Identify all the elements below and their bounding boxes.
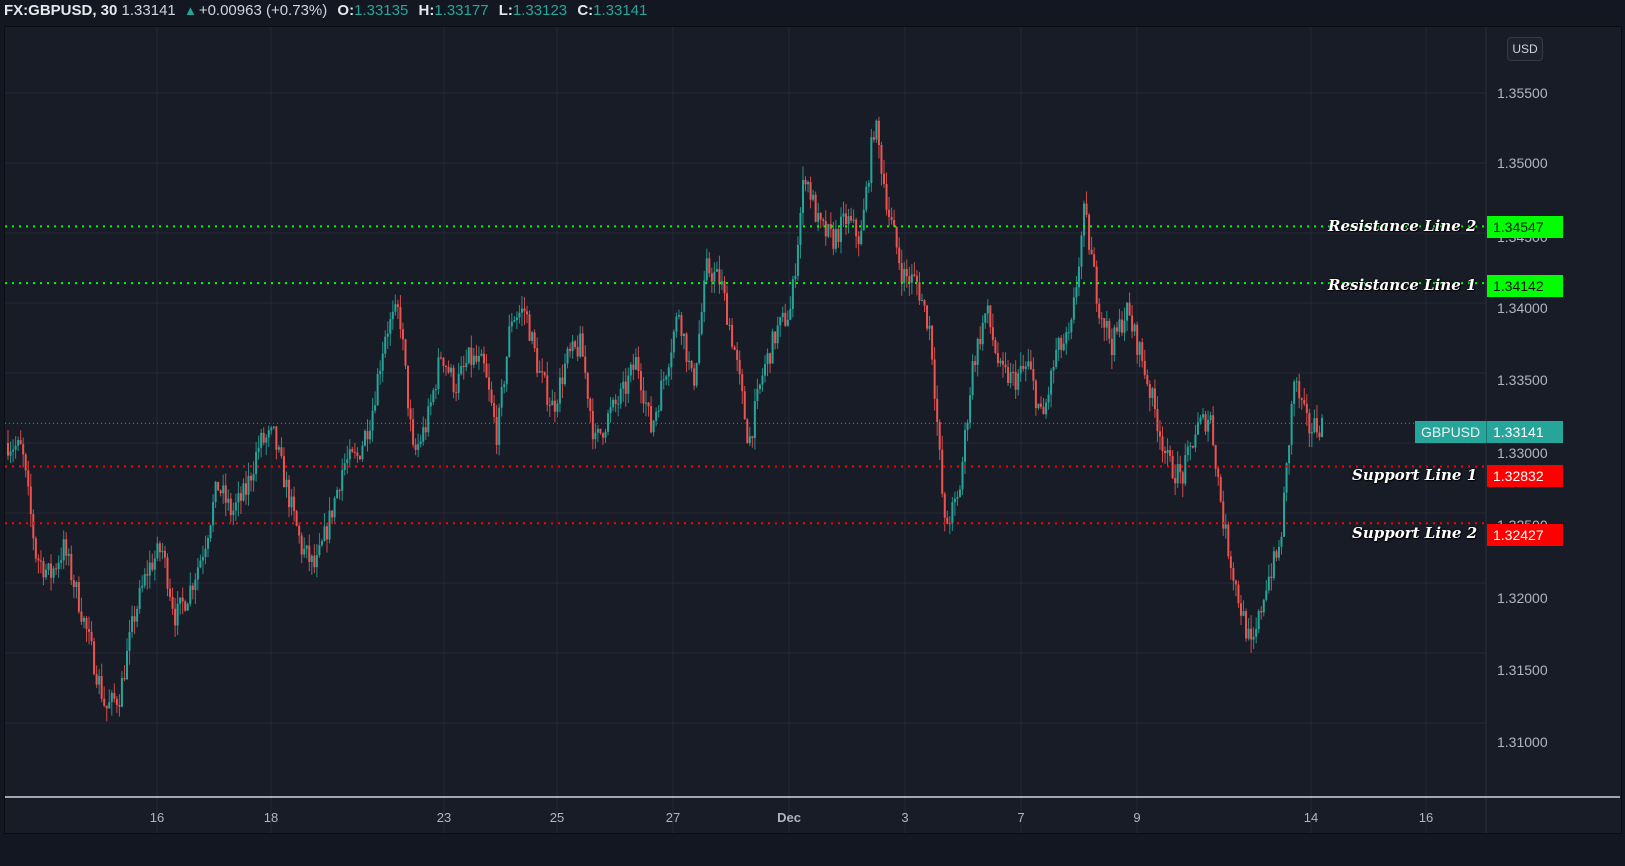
last-price-tag: 1.33141 (1487, 421, 1563, 443)
time-tick: 23 (436, 810, 452, 825)
resistance-line-1-price-tag: 1.34142 (1487, 275, 1563, 297)
grid-lines (5, 27, 1487, 833)
horizontal-level-lines (5, 225, 1486, 525)
price-tick: 1.31500 (1497, 662, 1548, 678)
resistance-line-2-label: Resistance Line 2 (1328, 217, 1477, 235)
resistance-line-1-label: Resistance Line 1 (1328, 276, 1477, 294)
low-label: L: (498, 2, 513, 19)
price-tick: 1.34000 (1497, 300, 1548, 316)
last-price-symbol-tag: GBPUSD (1415, 421, 1487, 443)
resistance-line-2-price-tag: 1.34547 (1487, 216, 1563, 238)
low-value: 1.33123 (512, 2, 568, 19)
support-line-2-price-tag: 1.32427 (1487, 524, 1563, 546)
close-label: C: (577, 2, 594, 19)
chart-pane[interactable] (4, 26, 1622, 834)
time-tick: 27 (665, 810, 681, 825)
time-tick: 16 (149, 810, 165, 825)
open-label: O: (337, 2, 355, 19)
price-change: +0.00963 (+0.73%) (198, 2, 328, 19)
time-tick: 9 (1133, 810, 1141, 825)
time-tick: 7 (1017, 810, 1025, 825)
time-tick: 25 (549, 810, 565, 825)
triangle-up-icon: ▲ (183, 3, 197, 18)
high-value: 1.33177 (434, 2, 489, 19)
time-tick: 16 (1418, 810, 1434, 825)
support-line-1-label: Support Line 1 (1352, 466, 1478, 484)
price-tick: 1.33500 (1497, 372, 1548, 388)
symbol-legend: FX:GBPUSD, 30 1.33141 ▲ +0.00963 (+0.73%)… (4, 0, 647, 24)
high-label: H: (418, 2, 435, 19)
support-line-1-price-tag: 1.32832 (1487, 465, 1563, 487)
last-price: 1.33141 (121, 2, 176, 19)
time-tick: 14 (1303, 810, 1319, 825)
close-value: 1.33141 (593, 2, 648, 19)
price-tick: 1.33000 (1497, 445, 1548, 461)
price-tick: 1.31000 (1497, 734, 1548, 750)
currency-button[interactable]: USD (1507, 37, 1543, 61)
support-line-2-label: Support Line 2 (1352, 524, 1478, 542)
price-tick: 1.32000 (1497, 590, 1548, 606)
price-tick: 1.35500 (1497, 85, 1548, 101)
open-value: 1.33135 (354, 2, 409, 19)
time-tick-month: Dec (777, 810, 801, 825)
symbol-title[interactable]: FX:GBPUSD, 30 (4, 2, 118, 19)
time-tick: 18 (263, 810, 279, 825)
time-tick: 3 (901, 810, 909, 825)
candles (7, 116, 1323, 722)
price-tick: 1.35000 (1497, 155, 1548, 171)
